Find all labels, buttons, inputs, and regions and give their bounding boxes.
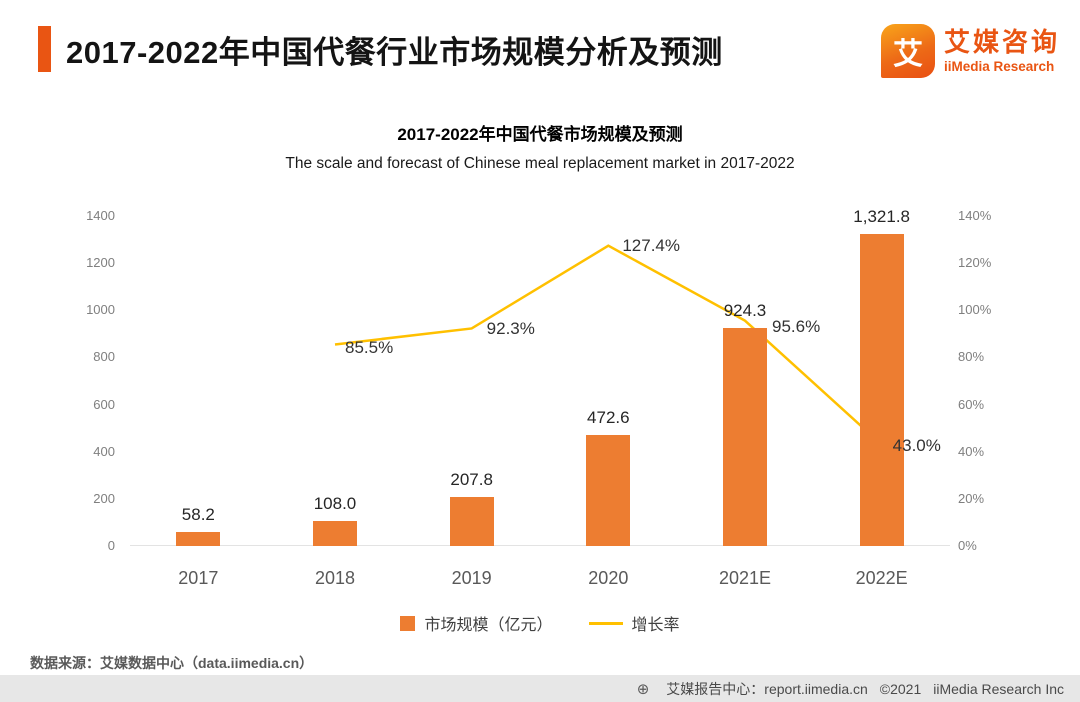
header: 2017-2022年中国代餐行业市场规模分析及预测 bbox=[38, 26, 723, 72]
y-axis-right-tick: 100% bbox=[958, 302, 992, 318]
bar-value-label: 207.8 bbox=[450, 470, 493, 490]
x-axis-category: 2017 bbox=[178, 568, 219, 588]
chart-title: 2017-2022年中国代餐市场规模及预测 bbox=[397, 125, 683, 144]
y-axis-right-tick: 140% bbox=[958, 208, 992, 223]
iimedia-logo: 艾 艾媒咨询 iiMedia Research bbox=[880, 24, 1060, 78]
bar-2020 bbox=[586, 434, 631, 546]
bar-value-label: 924.3 bbox=[723, 301, 767, 321]
x-axis-category: 2019 bbox=[451, 568, 492, 588]
iimedia-mark-icon: ⊕ bbox=[636, 680, 650, 698]
chart-plot-area: 58.2 108.0 207.8 472.6 924.3 1,321.8 85.5% 92.3… bbox=[130, 207, 950, 546]
legend-label: 增长率 bbox=[631, 617, 680, 634]
y-axis-right-tick: 120% bbox=[958, 255, 992, 271]
bar-value-label: 472.6 bbox=[587, 407, 630, 427]
x-axis-category: 2022E bbox=[855, 568, 908, 588]
growth-rate-label: 43.0% bbox=[892, 435, 941, 455]
legend-item: 增长率 bbox=[588, 611, 680, 635]
growth-rate-line bbox=[334, 244, 883, 446]
y-axis-right-tick: 80% bbox=[958, 349, 985, 365]
x-axis-category: 2021E bbox=[718, 568, 772, 588]
x-axis-category: 2020 bbox=[588, 568, 629, 588]
growth-rate-label: 95.6% bbox=[772, 316, 821, 336]
y-axis-right-tick: 20% bbox=[958, 490, 985, 506]
y-axis-right-tick: 0% bbox=[958, 538, 977, 553]
company-name: iiMedia Research Inc bbox=[933, 680, 1064, 697]
iimedia-logo-icon: 艾 bbox=[880, 24, 935, 78]
chart-legend: 市场规模（亿元） 增长率 bbox=[0, 611, 1080, 635]
y-axis-left-tick: 1400 bbox=[86, 208, 115, 223]
legend-swatch-bar-icon bbox=[400, 615, 416, 631]
growth-rate-label: 127.4% bbox=[622, 235, 680, 255]
bar-value-label: 1,321.8 bbox=[853, 207, 911, 227]
logo-glyph: 艾 bbox=[892, 38, 923, 71]
data-source-note: 数据来源：艾媒数据中心（data.iimedia.cn） bbox=[30, 655, 314, 671]
y-axis-left-tick: 600 bbox=[93, 396, 115, 412]
y-axis-left-tick: 200 bbox=[93, 490, 115, 506]
logo-text: 艾媒咨询 iiMedia Research bbox=[944, 28, 1060, 74]
bar-2022E bbox=[859, 234, 904, 546]
growth-rate-label: 85.5% bbox=[345, 338, 394, 358]
x-axis-line bbox=[130, 545, 950, 546]
bar-2019 bbox=[449, 497, 494, 546]
y-axis-left-tick: 800 bbox=[93, 349, 115, 365]
report-center-link: 艾媒报告中心：report.iimedia.cn bbox=[666, 680, 868, 697]
y-axis-right-tick: 40% bbox=[958, 443, 985, 459]
bar-value-label: 108.0 bbox=[313, 493, 357, 513]
y-axis-left-tick: 400 bbox=[93, 443, 115, 459]
footer-bar: ⊕ 艾媒报告中心：report.iimedia.cn ©2021 iiMedia… bbox=[0, 675, 1080, 702]
bar-2017 bbox=[176, 532, 221, 546]
legend-item: 市场规模（亿元） bbox=[400, 611, 553, 635]
bar-2021E bbox=[723, 328, 767, 546]
copyright-text: ©2021 bbox=[879, 680, 922, 697]
chart-subtitle: The scale and forecast of Chinese meal r… bbox=[285, 155, 795, 172]
bar-value-label: 58.2 bbox=[181, 505, 215, 525]
brand-name-cn: 艾媒咨询 bbox=[943, 27, 1060, 58]
x-axis-category: 2018 bbox=[314, 568, 356, 588]
title-accent-bar bbox=[38, 26, 51, 72]
y-axis-right-tick: 60% bbox=[958, 396, 985, 412]
growth-rate-label: 92.3% bbox=[486, 319, 535, 339]
y-axis-left-tick: 1000 bbox=[86, 302, 115, 318]
legend-label: 市场规模（亿元） bbox=[424, 617, 553, 634]
bar-2018 bbox=[313, 520, 357, 546]
page-title: 2017-2022年中国代餐行业市场规模分析及预测 bbox=[66, 34, 723, 70]
y-axis-left-tick: 0 bbox=[107, 538, 115, 553]
legend-swatch-line-icon bbox=[588, 621, 623, 625]
y-axis-left-tick: 1200 bbox=[86, 255, 115, 271]
brand-name-en: iiMedia Research bbox=[943, 58, 1055, 74]
